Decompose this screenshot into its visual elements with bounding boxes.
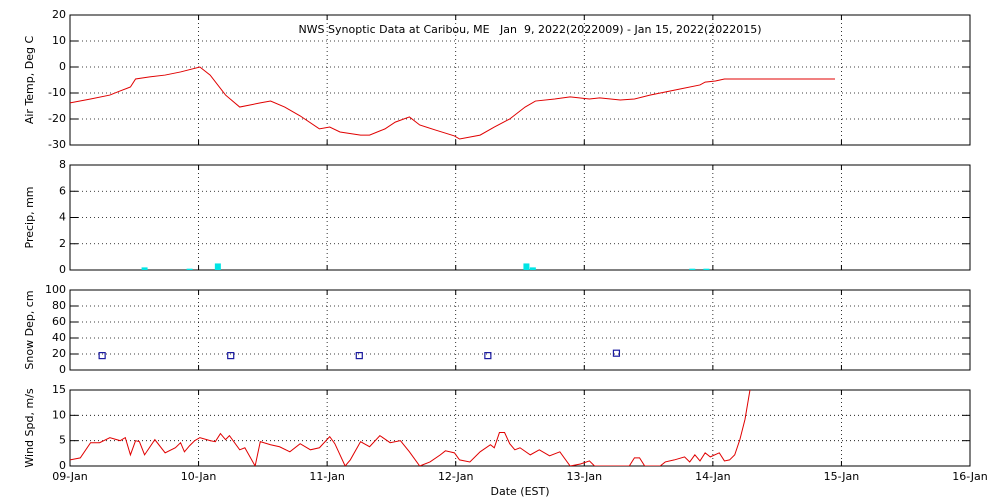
y-tick-label: -30 [48,138,66,151]
y-tick-label: 15 [52,383,66,396]
y-tick-label: 6 [59,184,66,197]
series [70,390,751,466]
bar [689,268,696,270]
bar [523,263,530,270]
x-axis-label: Date (EST) [490,485,549,498]
x-tick-label: 16-Jan [952,470,988,483]
point [484,352,492,360]
y-tick-label: 8 [59,158,66,171]
y-tick-label: -20 [48,112,66,125]
point [612,349,621,357]
plot-frame [69,164,971,271]
y-tick-label: 0 [59,263,66,276]
y-tick-label: 20 [52,347,66,360]
y-tick-label: 100 [45,283,66,296]
y-tick-label: 4 [59,211,66,224]
series [70,66,835,140]
plot-frame [69,14,971,146]
y-tick-label: 20 [52,8,66,21]
y-axis-label: Air Temp, Deg C [23,36,36,125]
y-axis-label: Snow Dep, cm [23,290,36,369]
line [70,66,835,140]
y-tick-label: 10 [52,34,66,47]
x-tick-label: 10-Jan [181,470,217,483]
point [98,352,106,360]
bar [529,267,536,270]
y-tick-label: 0 [59,363,66,376]
y-tick-label: 5 [59,434,66,447]
y-tick-label: -10 [48,86,66,99]
y-tick-label: 0 [59,60,66,73]
y-tick-label: 2 [59,237,66,250]
bar [141,267,148,270]
x-tick-label: 13-Jan [567,470,603,483]
line [70,390,751,466]
bar [214,263,221,270]
series [141,263,710,270]
x-tick-label: 12-Jan [438,470,474,483]
y-axis-label: Precip, mm [23,187,36,249]
bar [186,268,193,270]
y-tick-label: 10 [52,408,66,421]
x-tick-label: 14-Jan [695,470,731,483]
x-tick-label: 15-Jan [824,470,860,483]
y-tick-label: 0 [59,459,66,472]
y-axis-label: Wind Spd, m/s [23,388,36,468]
point [355,352,363,360]
x-tick-label: 11-Jan [309,470,345,483]
y-tick-label: 60 [52,315,66,328]
series [98,349,621,360]
y-tick-label: 40 [52,331,66,344]
point [227,352,235,360]
plot-frame [69,289,971,371]
chart-title: NWS Synoptic Data at Caribou, ME Jan 9, … [298,23,761,36]
y-tick-label: 80 [52,299,66,312]
x-tick-label: 09-Jan [52,470,88,483]
plot-frame [69,389,971,467]
bar [703,268,710,270]
